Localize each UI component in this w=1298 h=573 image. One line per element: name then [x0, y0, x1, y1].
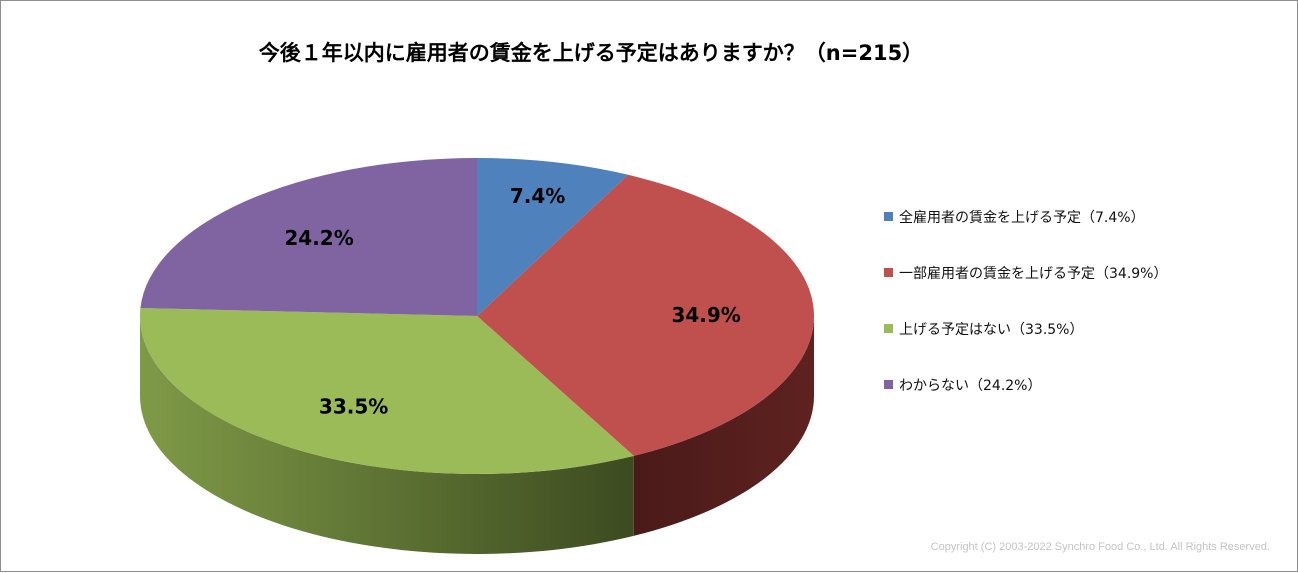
legend-swatch	[884, 268, 893, 277]
pie-slice-side	[633, 316, 814, 536]
pie-slice	[140, 158, 477, 316]
legend: 全雇用者の賃金を上げる予定（7.4%） 一部雇用者の賃金を上げる予定（34.9%）…	[884, 207, 1214, 431]
copyright-text: Copyright (C) 2003-2022 Synchro Food Co.…	[930, 541, 1270, 553]
data-label: 34.9%	[671, 303, 740, 327]
data-label: 33.5%	[319, 395, 388, 419]
pie-slice-side	[140, 316, 634, 555]
legend-label: 一部雇用者の賃金を上げる予定（34.9%）	[899, 266, 1168, 282]
chart-title: 今後１年以内に雇用者の賃金を上げる予定はありますか？（n=215）	[258, 41, 924, 65]
legend-swatch	[884, 380, 893, 389]
legend-item: わからない（24.2%）	[884, 375, 1214, 431]
legend-item: 一部雇用者の賃金を上げる予定（34.9%）	[884, 263, 1214, 319]
legend-swatch	[884, 324, 893, 333]
legend-label: わからない（24.2%）	[899, 378, 1042, 394]
pie-slice	[140, 308, 634, 474]
pie-slice	[477, 174, 814, 456]
data-label: 24.2%	[284, 226, 353, 250]
pie-slice	[477, 158, 629, 316]
legend-item: 全雇用者の賃金を上げる予定（7.4%）	[884, 207, 1214, 263]
legend-item: 上げる予定はない（33.5%）	[884, 319, 1214, 375]
data-label: 7.4%	[510, 184, 565, 208]
legend-label: 全雇用者の賃金を上げる予定（7.4%）	[899, 210, 1145, 226]
legend-label: 上げる予定はない（33.5%）	[899, 322, 1084, 338]
legend-swatch	[884, 212, 893, 221]
